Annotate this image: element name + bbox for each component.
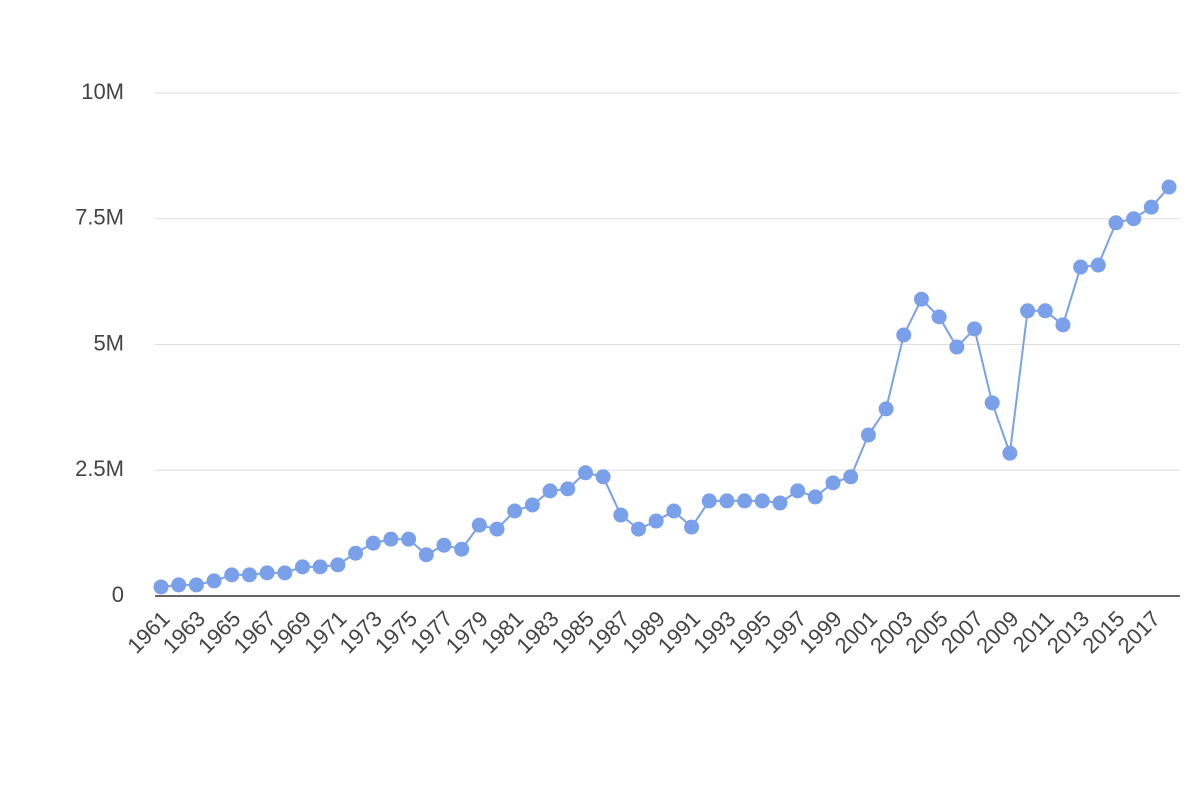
data-point	[807, 489, 823, 505]
data-point	[294, 559, 310, 575]
data-point	[1090, 257, 1106, 273]
data-point	[1126, 211, 1142, 227]
data-point	[1055, 317, 1071, 333]
data-line	[160, 186, 1170, 588]
data-point	[206, 573, 222, 589]
data-point	[489, 521, 505, 537]
data-point	[277, 565, 293, 581]
data-point	[1020, 303, 1036, 319]
data-point	[1143, 199, 1159, 215]
data-point	[825, 475, 841, 491]
data-point	[153, 579, 169, 595]
data-point	[171, 577, 187, 593]
data-point	[507, 503, 523, 519]
y-tick-label: 10M	[81, 79, 124, 104]
data-point	[772, 495, 788, 511]
data-point	[860, 427, 876, 443]
data-point	[188, 577, 204, 593]
data-point	[542, 483, 558, 499]
data-point	[259, 565, 275, 581]
data-point	[719, 493, 735, 509]
data-point	[418, 547, 434, 563]
data-point	[348, 545, 364, 561]
data-point	[843, 469, 859, 485]
data-point	[630, 521, 646, 537]
x-tick-label: 2017	[1113, 606, 1165, 658]
y-tick-label: 5M	[93, 330, 124, 355]
data-point	[330, 557, 346, 573]
data-point	[577, 465, 593, 481]
data-point	[931, 309, 947, 325]
data-point	[967, 321, 983, 337]
y-tick-label: 2.5M	[75, 456, 124, 481]
data-point	[1073, 259, 1089, 275]
data-point	[1002, 445, 1018, 461]
data-point	[241, 567, 257, 583]
data-point	[878, 401, 894, 417]
data-point	[1108, 215, 1124, 231]
data-point	[648, 513, 664, 529]
y-tick-label: 0	[112, 582, 124, 607]
data-point	[949, 339, 965, 355]
y-tick-label: 7.5M	[75, 205, 124, 230]
data-point	[666, 503, 682, 519]
data-point	[436, 537, 452, 553]
data-point	[684, 519, 700, 535]
data-point	[454, 541, 470, 557]
data-point	[754, 493, 770, 509]
data-point	[224, 567, 240, 583]
data-point	[613, 507, 629, 523]
data-point	[365, 535, 381, 551]
data-point	[913, 291, 929, 307]
data-point	[896, 327, 912, 343]
data-point	[401, 531, 417, 547]
data-point	[312, 559, 328, 575]
data-point	[1161, 179, 1177, 195]
data-point	[790, 483, 806, 499]
data-point	[737, 493, 753, 509]
data-point	[1037, 303, 1053, 319]
data-point	[560, 481, 576, 497]
data-point	[471, 517, 487, 533]
data-point	[595, 469, 611, 485]
data-point	[701, 493, 717, 509]
data-point	[524, 497, 540, 513]
data-point	[984, 395, 1000, 411]
data-point	[383, 531, 399, 547]
